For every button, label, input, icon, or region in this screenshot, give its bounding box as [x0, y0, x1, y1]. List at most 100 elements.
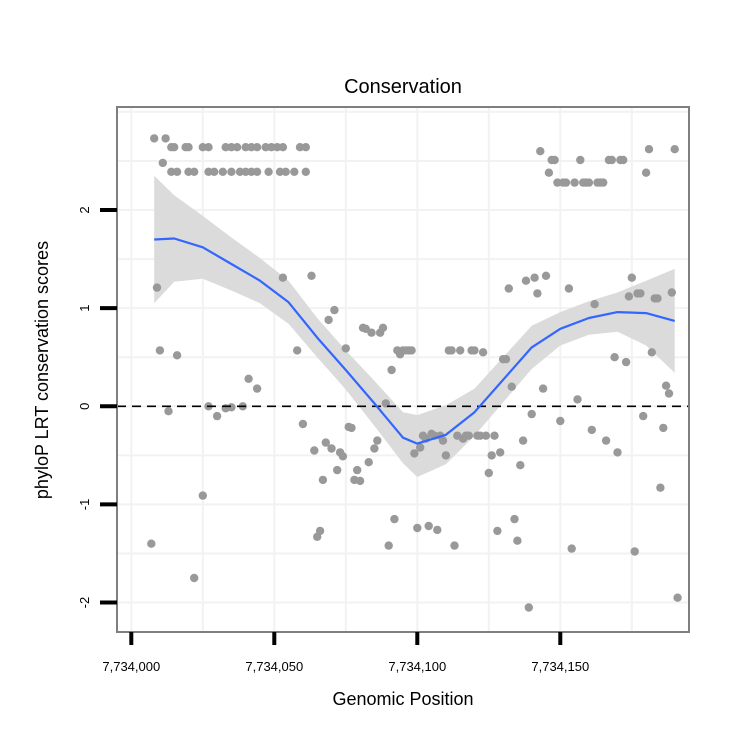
data-point — [516, 461, 525, 470]
data-point — [264, 167, 273, 176]
data-point — [252, 384, 262, 393]
data-point — [321, 438, 330, 447]
data-point — [601, 436, 611, 445]
data-point — [464, 431, 473, 440]
data-point — [252, 143, 262, 152]
data-point — [639, 411, 648, 421]
data-point — [413, 523, 422, 533]
data-point — [641, 168, 651, 177]
data-point — [301, 167, 310, 176]
data-point — [538, 384, 548, 393]
data-point — [364, 458, 373, 467]
data-point — [507, 382, 516, 391]
data-point — [167, 167, 176, 176]
data-point — [481, 431, 491, 440]
data-point — [310, 446, 319, 455]
data-point — [619, 155, 628, 165]
plot-panel-border — [116, 106, 690, 633]
confidence-ribbon-layer — [154, 175, 675, 477]
data-point — [301, 143, 310, 152]
data-point — [424, 521, 433, 531]
data-point — [487, 451, 496, 460]
data-point — [281, 167, 290, 176]
data-point — [607, 155, 616, 165]
data-point — [244, 374, 253, 383]
data-point — [590, 300, 599, 309]
y-tick-label: 1 — [77, 305, 92, 312]
data-point — [347, 423, 356, 433]
data-point — [644, 145, 654, 154]
data-point — [327, 444, 336, 453]
data-point — [298, 419, 308, 429]
data-point — [524, 603, 533, 612]
data-point — [367, 328, 376, 337]
data-point — [433, 525, 442, 535]
data-point — [384, 541, 393, 550]
grid-lines — [117, 107, 689, 632]
data-point — [673, 593, 682, 602]
data-point — [307, 271, 316, 280]
data-point — [661, 381, 671, 390]
data-point — [278, 273, 288, 282]
data-point — [315, 526, 325, 536]
data-point — [267, 143, 276, 152]
data-points — [147, 134, 682, 612]
data-point — [584, 178, 594, 187]
data-point — [496, 448, 505, 457]
data-point — [204, 143, 213, 152]
x-axis: 7,734,000 7,734,050 7,734,100 7,734,150 — [102, 632, 589, 674]
data-point — [152, 283, 162, 292]
data-point — [613, 448, 622, 457]
data-point — [627, 273, 636, 282]
data-point — [664, 389, 674, 398]
data-point — [570, 178, 579, 187]
x-tick-label: 7,734,150 — [531, 659, 589, 674]
data-point — [456, 346, 465, 355]
data-point — [147, 539, 156, 548]
data-point — [470, 346, 479, 355]
data-point — [541, 271, 551, 280]
data-point — [647, 348, 656, 357]
data-point — [318, 475, 328, 485]
data-point — [184, 143, 193, 152]
x-axis-label: Genomic Position — [332, 689, 473, 709]
data-point — [164, 407, 173, 416]
data-point — [599, 178, 608, 187]
y-axis-label: phyloP LRT conservation scores — [32, 241, 52, 499]
data-point — [573, 395, 582, 404]
y-tick-label: 2 — [77, 206, 92, 213]
data-point — [504, 284, 513, 293]
data-point — [373, 436, 382, 445]
data-point — [533, 289, 542, 298]
data-point — [227, 403, 236, 412]
data-point — [293, 346, 302, 355]
smooth-trend-line — [154, 237, 675, 445]
data-point — [338, 452, 348, 461]
data-point — [190, 573, 199, 583]
data-point — [610, 353, 619, 362]
data-point — [353, 465, 362, 475]
data-point — [150, 134, 159, 143]
data-point — [576, 155, 585, 165]
data-point — [278, 143, 288, 152]
data-point — [447, 346, 456, 355]
y-tick-label: -1 — [77, 499, 92, 511]
data-point — [161, 134, 170, 143]
data-point — [510, 514, 519, 524]
data-point — [536, 147, 545, 156]
data-point — [441, 451, 451, 460]
y-axis: -2 -1 0 1 2 — [77, 206, 117, 608]
data-point — [295, 143, 305, 152]
data-point — [290, 167, 299, 176]
data-point — [544, 168, 554, 177]
data-point — [484, 468, 493, 478]
data-point — [355, 476, 365, 486]
confidence-ribbon — [154, 175, 675, 477]
y-tick-label: -2 — [77, 597, 92, 609]
data-point — [218, 167, 227, 176]
data-point — [170, 143, 179, 152]
y-tick-label: 0 — [77, 403, 92, 410]
data-point — [410, 449, 419, 458]
